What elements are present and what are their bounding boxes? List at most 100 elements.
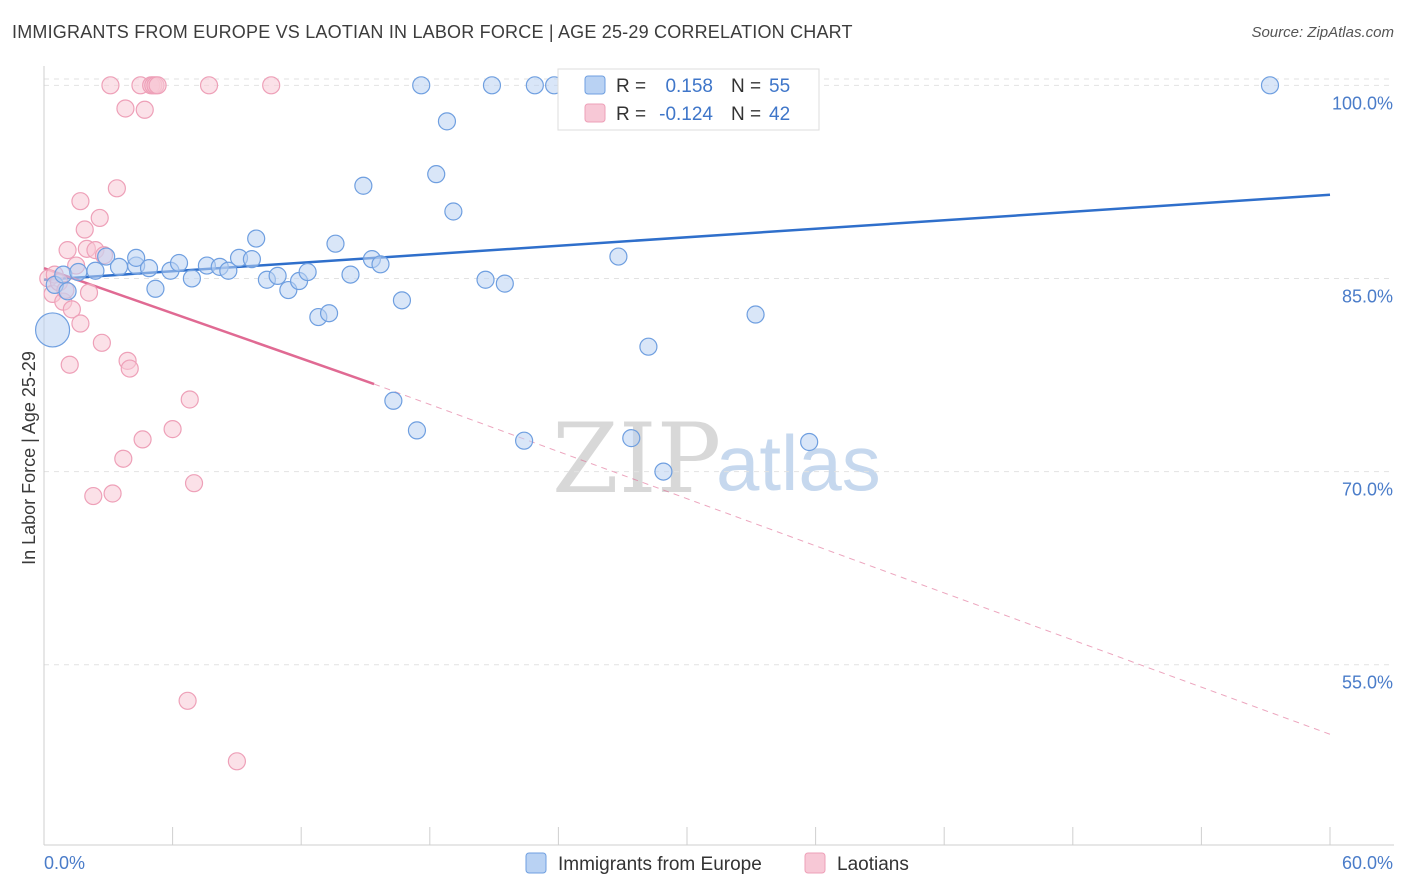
point-europe xyxy=(622,429,641,448)
point-europe xyxy=(800,432,819,452)
legend-n-value: 55 xyxy=(769,76,790,97)
point-europe xyxy=(169,253,189,273)
point-europe xyxy=(444,202,463,221)
point-laotians xyxy=(114,449,133,468)
chart-source: Source: ZipAtlas.com xyxy=(1251,24,1394,41)
point-laotians xyxy=(62,300,81,319)
point-europe xyxy=(371,255,390,274)
point-laotians xyxy=(92,333,111,352)
trend-line-laotians-extension xyxy=(373,383,1331,735)
point-europe xyxy=(427,165,446,184)
point-europe xyxy=(268,266,287,285)
chart-title: IMMIGRANTS FROM EUROPE VS LAOTIAN IN LAB… xyxy=(12,22,853,42)
point-laotians xyxy=(58,241,77,260)
point-laotians xyxy=(135,100,154,119)
axes xyxy=(43,66,1394,846)
point-europe xyxy=(69,262,88,282)
point-laotians xyxy=(101,76,120,95)
point-europe xyxy=(476,270,495,289)
y-tick-labels: 100.0% 85.0% 70.0% 55.0% xyxy=(1332,93,1393,692)
point-europe xyxy=(341,265,360,284)
legend-swatch-pink xyxy=(584,103,606,123)
point-laotians xyxy=(79,283,99,302)
point-europe xyxy=(86,261,105,280)
point-europe xyxy=(515,431,534,450)
point-europe xyxy=(654,462,673,481)
point-europe xyxy=(525,76,544,95)
point-europe xyxy=(319,304,339,323)
point-europe xyxy=(639,337,658,356)
point-laotians xyxy=(60,355,79,374)
point-laotians xyxy=(84,486,103,506)
y-tick-label: 100.0% xyxy=(1332,93,1393,113)
point-europe xyxy=(242,250,262,269)
x-tick-label: 60.0% xyxy=(1342,853,1393,873)
legend-n-label: N = xyxy=(731,104,761,125)
trend-line-laotians xyxy=(43,266,375,386)
point-europe xyxy=(1260,76,1280,95)
legend-box: R = 0.158 N = 55 R = -0.124 N = 42 xyxy=(557,68,820,131)
point-laotians xyxy=(227,752,246,771)
point-laotians xyxy=(184,474,204,493)
legend-r-value: -0.124 xyxy=(659,104,713,125)
legend-r-label: R = xyxy=(616,76,646,97)
gridlines xyxy=(44,78,1394,666)
point-europe xyxy=(392,291,412,310)
bottom-legend-europe: Immigrants from Europe xyxy=(558,854,762,875)
point-laotians xyxy=(107,179,126,198)
point-europe xyxy=(495,274,514,293)
point-europe xyxy=(437,112,457,131)
point-europe xyxy=(412,76,431,95)
point-laotians xyxy=(148,76,167,95)
legend-n-label: N = xyxy=(731,76,761,97)
y-tick-label: 70.0% xyxy=(1342,480,1393,500)
point-europe xyxy=(97,247,116,266)
point-laotians xyxy=(120,359,139,378)
point-europe xyxy=(407,421,427,440)
y-axis-label: In Labor Force | Age 25-29 xyxy=(19,351,39,565)
point-europe xyxy=(219,261,238,280)
point-laotians xyxy=(71,314,90,333)
point-europe xyxy=(58,282,77,301)
point-laotians xyxy=(75,220,94,239)
point-europe xyxy=(54,265,73,284)
watermark-zip: ZIP xyxy=(552,403,721,515)
watermark-atlas: atlas xyxy=(716,419,881,507)
point-europe xyxy=(326,234,345,253)
point-laotians xyxy=(180,390,199,409)
point-laotians xyxy=(133,430,152,449)
y-tick-label: 55.0% xyxy=(1342,673,1393,693)
legend-swatch-blue xyxy=(584,75,606,95)
point-europe xyxy=(182,269,201,288)
bottom-legend-swatch-europe xyxy=(525,852,547,874)
point-laotians xyxy=(71,192,90,211)
point-europe xyxy=(482,76,502,95)
watermark: ZIP atlas xyxy=(552,403,881,515)
legend-r-value: 0.158 xyxy=(665,76,713,97)
point-europe xyxy=(354,176,373,195)
point-europe xyxy=(609,247,628,266)
bottom-legend-swatch-laotians xyxy=(804,852,826,874)
legend-r-label: R = xyxy=(616,104,646,125)
point-europe xyxy=(109,257,129,276)
point-europe xyxy=(139,259,159,278)
bottom-legend-laotians: Laotians xyxy=(837,854,909,875)
point-laotians xyxy=(90,208,109,228)
y-tick-label: 85.0% xyxy=(1342,286,1393,306)
point-europe xyxy=(298,262,317,282)
x-tick-label: 0.0% xyxy=(44,853,85,873)
point-europe xyxy=(127,248,146,267)
bottom-legend: Immigrants from Europe Laotians xyxy=(525,852,909,875)
trend-line-europe xyxy=(43,193,1331,281)
point-laotians xyxy=(178,691,197,710)
point-laotians xyxy=(262,76,281,95)
point-laotians xyxy=(116,99,135,118)
point-laotians xyxy=(103,484,122,503)
data-points xyxy=(34,76,1280,771)
legend-n-value: 42 xyxy=(769,104,790,125)
point-europe xyxy=(746,305,765,324)
point-europe xyxy=(247,229,266,248)
point-laotians xyxy=(199,76,219,95)
point-europe xyxy=(34,312,71,348)
